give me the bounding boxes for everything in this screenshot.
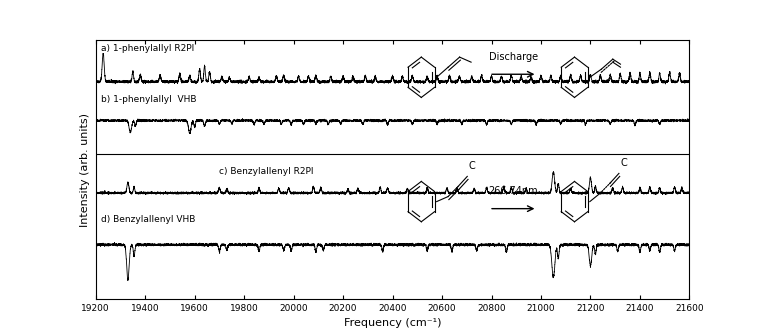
Text: C: C	[620, 158, 627, 168]
X-axis label: Frequency (cm⁻¹): Frequency (cm⁻¹)	[344, 319, 441, 329]
Text: a) 1-phenylallyl R2PI: a) 1-phenylallyl R2PI	[100, 44, 194, 53]
Y-axis label: Intensity (arb. units): Intensity (arb. units)	[80, 113, 90, 227]
Text: c) Benzylallenyl R2PI: c) Benzylallenyl R2PI	[219, 167, 314, 176]
Text: Discharge: Discharge	[489, 52, 538, 62]
Text: d) Benzylallenyl VHB: d) Benzylallenyl VHB	[100, 215, 195, 224]
Text: b) 1-phenylallyl  VHB: b) 1-phenylallyl VHB	[100, 95, 196, 103]
Text: C: C	[469, 161, 476, 171]
Text: 266.74nm: 266.74nm	[489, 186, 538, 196]
